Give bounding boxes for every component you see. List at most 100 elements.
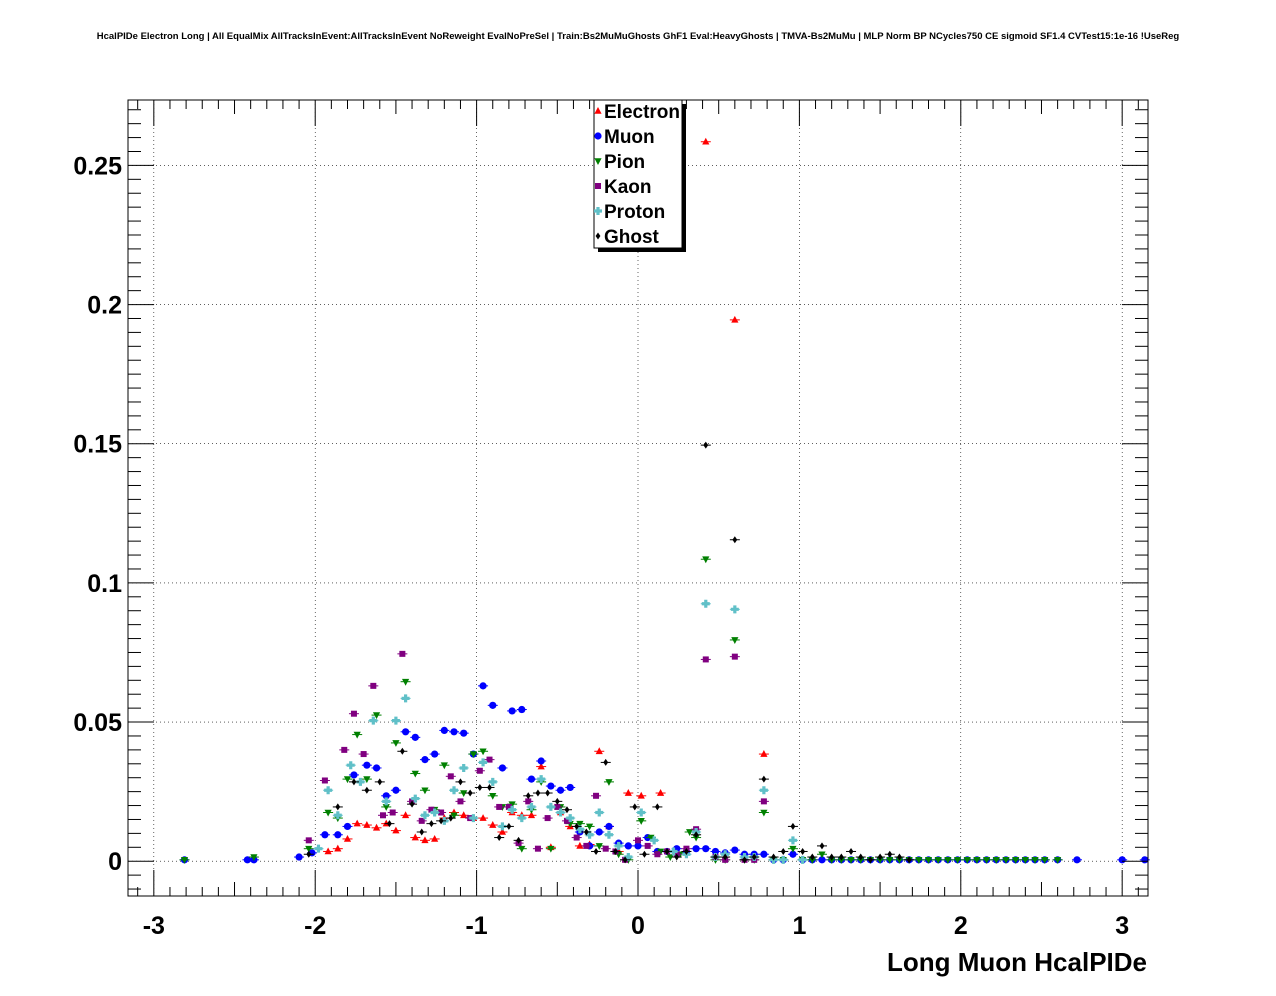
muon-point: [1073, 856, 1081, 864]
ghost-point: [429, 820, 434, 828]
muon-point: [537, 757, 545, 765]
pion-point: [180, 857, 189, 864]
kaon-point: [635, 837, 641, 844]
pion-point: [637, 818, 645, 825]
muon-point: [624, 842, 632, 850]
kaon-point: [321, 777, 328, 784]
ghost-point: [693, 831, 699, 839]
pion-point: [605, 779, 613, 786]
legend-marker-pion: [594, 158, 602, 165]
plot-title: HcalPIDe Electron Long | All EqualMix Al…: [96, 31, 1180, 42]
pion-point: [585, 823, 594, 831]
ghost-point: [593, 847, 599, 855]
pion-point: [731, 637, 739, 644]
kaon-point: [438, 809, 445, 816]
pion-point: [382, 804, 390, 811]
ghost-point: [742, 856, 747, 864]
legend-marker-kaon: [595, 183, 601, 189]
legend-label-kaon: Kaon: [604, 177, 652, 198]
pion-point: [973, 857, 981, 864]
pion-point: [1021, 857, 1029, 864]
ghost-point: [448, 814, 454, 822]
electron-point: [656, 789, 665, 796]
pion-point: [1012, 857, 1020, 864]
ghost-point: [525, 792, 531, 800]
muon-point: [547, 782, 555, 790]
pion-point: [886, 857, 894, 864]
electron-point: [731, 315, 739, 323]
ghost-point: [613, 847, 618, 855]
ghost-point: [377, 778, 383, 786]
pion-point: [983, 857, 991, 864]
ghost-point: [438, 817, 444, 825]
muon-point: [760, 850, 768, 858]
electron-point: [527, 811, 536, 819]
ghost-point: [387, 820, 392, 828]
muon-point: [392, 786, 400, 794]
x-tick-label: 3: [1115, 912, 1129, 940]
proton-point: [566, 814, 575, 823]
pion-point: [915, 857, 923, 864]
muon-point: [350, 771, 358, 779]
proton-point: [650, 836, 659, 845]
pion-point: [324, 809, 332, 817]
muon-point: [450, 728, 458, 736]
pion-point: [460, 790, 468, 798]
proton-point: [333, 811, 342, 820]
pion-point: [353, 731, 361, 739]
kaon-point: [418, 817, 425, 824]
proton-point: [430, 808, 439, 817]
proton-point: [701, 599, 710, 608]
y-tick-label: 0.1: [87, 570, 122, 598]
ghost-point: [545, 789, 551, 797]
proton-point: [614, 841, 623, 850]
pion-point: [392, 740, 400, 747]
legend-label-proton: Proton: [604, 202, 665, 223]
kaon-point: [476, 767, 483, 774]
proton-point: [369, 716, 378, 725]
ghost-point: [487, 783, 492, 791]
electron-point: [334, 844, 342, 852]
proton-point: [411, 794, 420, 803]
ghost-point: [732, 536, 738, 544]
ghost-point: [554, 797, 560, 805]
proton-point: [488, 777, 497, 786]
kaon-point: [370, 682, 377, 689]
pion-point: [924, 857, 933, 864]
muon-point: [421, 756, 429, 764]
axis-ticks: [128, 100, 1148, 896]
ghost-point: [848, 847, 854, 855]
electron-point: [411, 833, 419, 841]
electron-point: [353, 819, 361, 827]
muon-point: [372, 764, 381, 772]
x-axis-title: Long Muon HcalPIDe: [887, 947, 1147, 977]
electron-point: [479, 814, 487, 821]
ghost-point: [351, 778, 357, 786]
kaon-point: [644, 842, 651, 849]
ghost-point: [858, 853, 864, 861]
kaon-point: [486, 756, 493, 763]
kaon-point: [389, 809, 396, 816]
muon-point: [334, 831, 342, 839]
ghost-point: [906, 856, 912, 864]
legend-label-ghost: Ghost: [604, 227, 660, 248]
proton-point: [585, 830, 594, 839]
x-tick-label: -2: [304, 912, 326, 940]
proton-point: [788, 836, 797, 845]
muon-point: [440, 726, 448, 734]
muon-point: [731, 846, 739, 854]
proton-point: [479, 758, 488, 767]
kaon-point: [760, 798, 767, 805]
ghost-point: [419, 828, 425, 836]
proton-point: [314, 844, 323, 853]
kaon-point: [341, 746, 348, 753]
ghost-point: [574, 822, 580, 830]
ghost-point: [409, 800, 415, 808]
kaon-point: [544, 815, 551, 822]
pion-point: [953, 857, 962, 864]
data-series: [179, 137, 1150, 864]
series-electron: [323, 137, 769, 855]
proton-point: [556, 808, 565, 817]
pion-point: [944, 857, 952, 864]
